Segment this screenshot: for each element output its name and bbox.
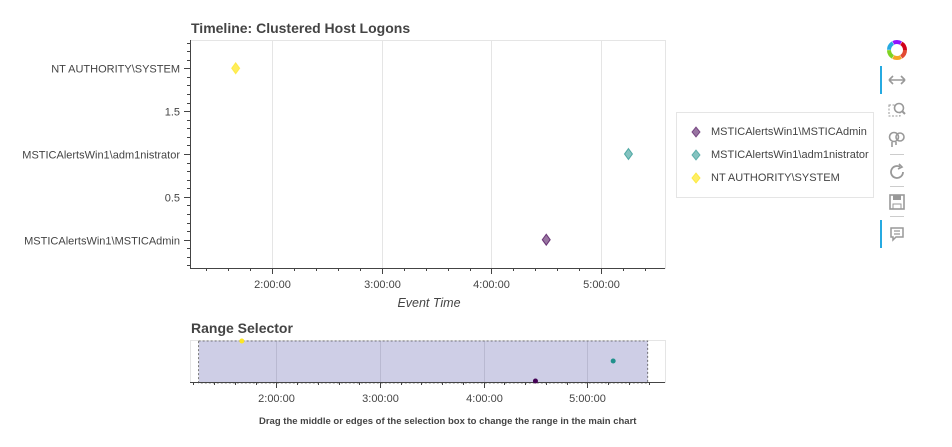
legend-label: MSTICAlertsWin1\adm1nistrator <box>711 149 869 161</box>
toolbar-divider <box>890 216 904 217</box>
main-x-tick-label: 2:00:00 <box>254 279 291 291</box>
legend-swatch-msticadmin <box>691 126 701 138</box>
legend-item-msticadmin[interactable]: MSTICAlertsWin1\MSTICAdmin <box>677 122 867 142</box>
pan-icon[interactable] <box>880 66 912 94</box>
range-marks <box>239 338 616 384</box>
legend-swatch-adm1nistrator <box>691 149 701 161</box>
main-point-series-2[interactable] <box>231 61 241 75</box>
main-chart-title: Timeline: Clustered Host Logons <box>191 20 411 36</box>
legend-swatch-system <box>691 172 701 184</box>
main-y-tick-label: 0.5 <box>165 193 180 205</box>
legend: MSTICAlertsWin1\MSTICAdmin MSTICAlertsWi… <box>676 112 874 198</box>
wheel-zoom-icon[interactable] <box>882 126 912 154</box>
range-x-tick-label: 5:00:00 <box>569 393 606 405</box>
main-y-tick-label: MSTICAlertsWin1\adm1nistrator <box>22 150 180 162</box>
main-y-tick-label: NT AUTHORITY\SYSTEM <box>51 64 180 76</box>
main-grid <box>272 40 602 268</box>
range-point-series-2 <box>239 338 245 344</box>
legend-label: NT AUTHORITY\SYSTEM <box>711 172 840 184</box>
range-x-tick-label: 3:00:00 <box>362 393 399 405</box>
main-axes: 2:00:00 3:00:00 4:00:00 5:00:00 MSTICAlertsW… <box>22 40 665 291</box>
toolbar <box>880 36 914 256</box>
reset-icon[interactable] <box>882 158 912 186</box>
box-zoom-icon[interactable] <box>882 96 912 124</box>
range-x-tick-label: 4:00:00 <box>466 393 503 405</box>
range-selection-box[interactable] <box>198 340 649 384</box>
main-y-tick-label: 1.5 <box>165 107 180 119</box>
range-point-series-0 <box>532 378 538 384</box>
bokeh-logo-icon[interactable] <box>882 36 912 64</box>
range-grid <box>276 340 588 382</box>
main-x-axis-label: Event Time <box>397 296 460 310</box>
toolbar-divider <box>890 186 904 187</box>
range-selector-title: Range Selector <box>191 320 293 336</box>
main-chart[interactable]: 2:00:00 3:00:00 4:00:00 5:00:00 MSTICAlertsW… <box>0 0 672 315</box>
legend-item-system[interactable]: NT AUTHORITY\SYSTEM <box>677 168 840 188</box>
range-selector-chart[interactable]: 2:00:00 3:00:00 4:00:00 5:00:00 <box>0 0 672 415</box>
save-icon[interactable] <box>882 188 912 216</box>
main-marks <box>231 61 634 247</box>
toolbar-divider <box>890 154 904 155</box>
range-axes: 2:00:00 3:00:00 4:00:00 5:00:00 <box>190 382 665 405</box>
main-point-series-1[interactable] <box>623 147 634 161</box>
main-point-series-0[interactable] <box>541 233 551 247</box>
main-y-tick-label: MSTICAlertsWin1\MSTICAdmin <box>24 236 180 248</box>
hover-icon[interactable] <box>880 220 912 248</box>
range-point-series-1 <box>610 358 616 364</box>
legend-item-adm1nistrator[interactable]: MSTICAlertsWin1\adm1nistrator <box>677 145 869 165</box>
range-x-tick-label: 2:00:00 <box>258 393 295 405</box>
main-x-tick-label: 4:00:00 <box>473 279 510 291</box>
range-selector-footnote: Drag the middle or edges of the selectio… <box>259 416 637 427</box>
main-x-tick-label: 3:00:00 <box>364 279 401 291</box>
main-x-tick-label: 5:00:00 <box>583 279 620 291</box>
legend-label: MSTICAlertsWin1\MSTICAdmin <box>711 126 867 138</box>
